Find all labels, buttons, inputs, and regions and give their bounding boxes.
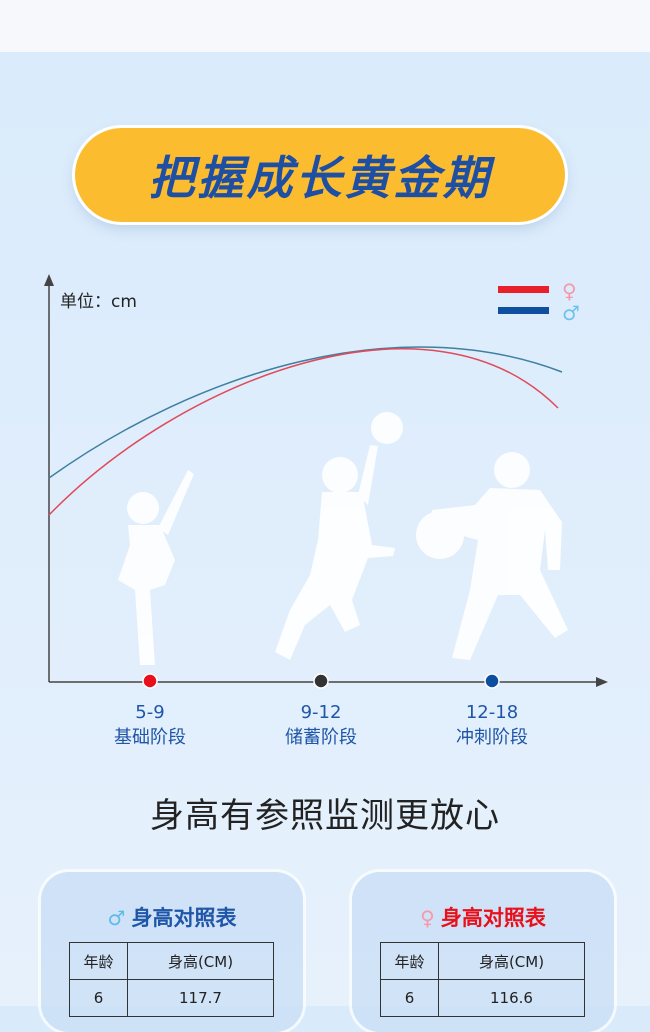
- stage-name: 基础阶段: [114, 727, 186, 748]
- card-title-text: 身高对照表: [131, 906, 237, 930]
- legend-male-line: [498, 307, 549, 314]
- title-banner: 把握成长黄金期: [75, 128, 565, 222]
- stage-name: 储蓄阶段: [285, 727, 357, 748]
- unit-label: 单位：cm: [60, 292, 137, 312]
- stage-dot-3: [484, 673, 500, 689]
- stage-age: 5-9: [135, 702, 165, 723]
- female-icon: ♀: [562, 279, 577, 303]
- cell-height: 117.7: [127, 979, 274, 1017]
- card-title: ♂ 身高对照表: [41, 902, 303, 932]
- female-curve: [48, 348, 559, 516]
- stage-name: 冲刺阶段: [456, 727, 528, 748]
- stage-label-3: 12-18 冲刺阶段: [432, 700, 552, 750]
- female-height-card: ♀ 身高对照表 年龄 身高(CM) 6 116.6: [352, 872, 614, 1032]
- male-curve: [48, 346, 563, 479]
- stage-dot-1: [142, 673, 158, 689]
- female-icon: ♀: [420, 906, 435, 930]
- x-axis-arrow: [596, 677, 608, 687]
- stage-label-2: 9-12 储蓄阶段: [261, 700, 381, 750]
- table-header-row: 年龄 身高(CM): [380, 942, 585, 980]
- stage-dot-2: [313, 673, 329, 689]
- legend-female-line: [498, 286, 549, 293]
- header-age: 年龄: [69, 942, 128, 980]
- male-icon: ♂: [107, 906, 126, 930]
- table-row: 6 116.6: [380, 979, 585, 1017]
- card-title: ♀ 身高对照表: [352, 902, 614, 932]
- male-height-card: ♂ 身高对照表 年龄 身高(CM) 6 117.7: [41, 872, 303, 1032]
- header-height: 身高(CM): [127, 942, 274, 980]
- page-title: 把握成长黄金期: [148, 151, 492, 205]
- children-silhouettes: [118, 412, 568, 665]
- cell-age: 6: [380, 979, 439, 1017]
- top-bar: [0, 0, 650, 52]
- male-icon: ♂: [562, 301, 580, 325]
- card-title-text: 身高对照表: [440, 906, 546, 930]
- table-header-row: 年龄 身高(CM): [69, 942, 274, 980]
- stage-age: 9-12: [300, 702, 342, 723]
- y-axis-arrow: [44, 274, 54, 286]
- boy-jumping-silhouette: [275, 412, 403, 660]
- cell-age: 6: [69, 979, 128, 1017]
- stage-label-1: 5-9 基础阶段: [90, 700, 210, 750]
- teen-dribbling-silhouette: [416, 452, 568, 660]
- girl-silhouette: [118, 470, 194, 665]
- growth-chart: ♀ ♂: [44, 274, 608, 689]
- cell-height: 116.6: [438, 979, 585, 1017]
- header-height: 身高(CM): [438, 942, 585, 980]
- section-heading: 身高有参照监测更放心: [150, 796, 500, 836]
- table-row: 6 117.7: [69, 979, 274, 1017]
- stage-age: 12-18: [465, 702, 519, 723]
- header-age: 年龄: [380, 942, 439, 980]
